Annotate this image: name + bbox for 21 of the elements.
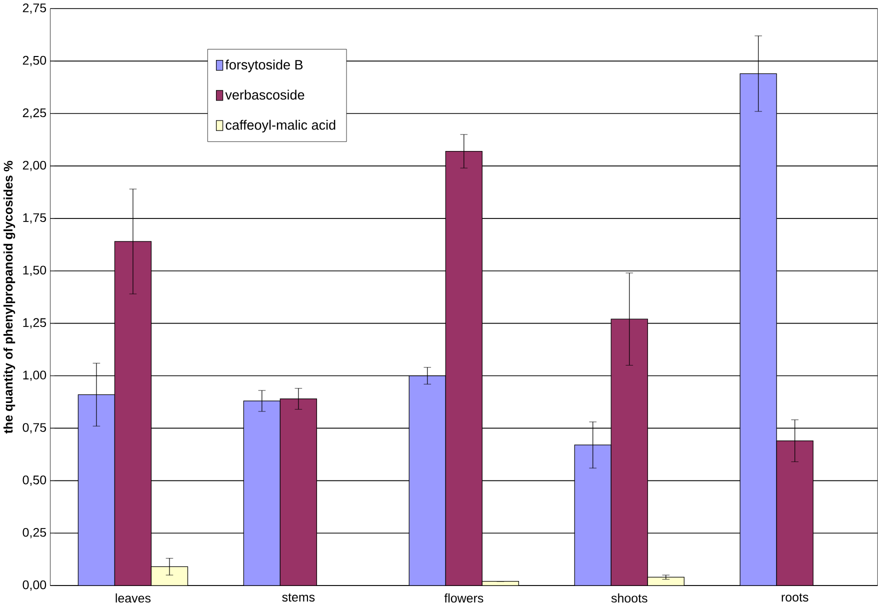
y-tick-label: 0,00	[22, 580, 46, 591]
y-tick-label: 2,75	[22, 3, 46, 14]
y-tick-label: 2,25	[22, 108, 46, 119]
x-tick-label: roots	[782, 593, 808, 602]
y-tick-label: 1,25	[23, 318, 46, 328]
x-tick-label: shoots	[611, 593, 648, 603]
y-tick-label: 2,00	[22, 160, 46, 172]
y-tick-label: 0,25	[22, 528, 46, 538]
y-tick-label: 2,50	[22, 56, 46, 66]
y-tick-label: 1,50	[23, 266, 46, 276]
legend-label: verbascoside	[225, 90, 304, 100]
legend-label: forsytoside B	[225, 60, 303, 72]
x-tick-label: leaves	[116, 593, 151, 603]
y-tick-label: 1,75	[23, 213, 46, 224]
y-axis-title: the quantity of phenylpropanoid glycosides %	[3, 160, 16, 434]
y-tick-label: 1,00	[23, 370, 46, 381]
x-tick-label: flowers	[444, 593, 484, 603]
x-tick-label: stems	[282, 593, 315, 602]
y-tick-label: 0,50	[22, 476, 46, 486]
y-tick-label: 0,75	[22, 423, 46, 434]
legend-label: caffeoyl-malic acid	[226, 120, 336, 132]
